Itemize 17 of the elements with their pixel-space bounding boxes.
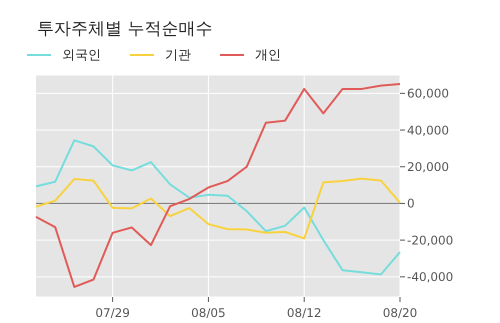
y-tick-label: 40,000 xyxy=(407,123,449,138)
line-series xyxy=(35,178,401,240)
y-tick-label: -40,000 xyxy=(407,270,454,284)
y-tick-label: 20,000 xyxy=(407,160,449,174)
line-series xyxy=(35,139,401,276)
legend-label: 개인 xyxy=(255,47,281,64)
y-tick-label: 60,000 xyxy=(407,86,449,101)
x-tick-label: 08/05 xyxy=(191,306,226,320)
x-tick-label: 08/20 xyxy=(382,306,418,320)
legend-label: 외국인 xyxy=(62,47,101,64)
line-series xyxy=(35,82,401,288)
y-tick-label: -20,000 xyxy=(407,233,454,248)
x-tick-label: 08/12 xyxy=(286,306,322,320)
y-tick-label: 0 xyxy=(407,196,415,211)
chart-title: 투자주체별 누적순매수 xyxy=(37,18,212,40)
legend-label: 기관 xyxy=(165,47,191,64)
x-tick-label: 07/29 xyxy=(95,306,130,320)
